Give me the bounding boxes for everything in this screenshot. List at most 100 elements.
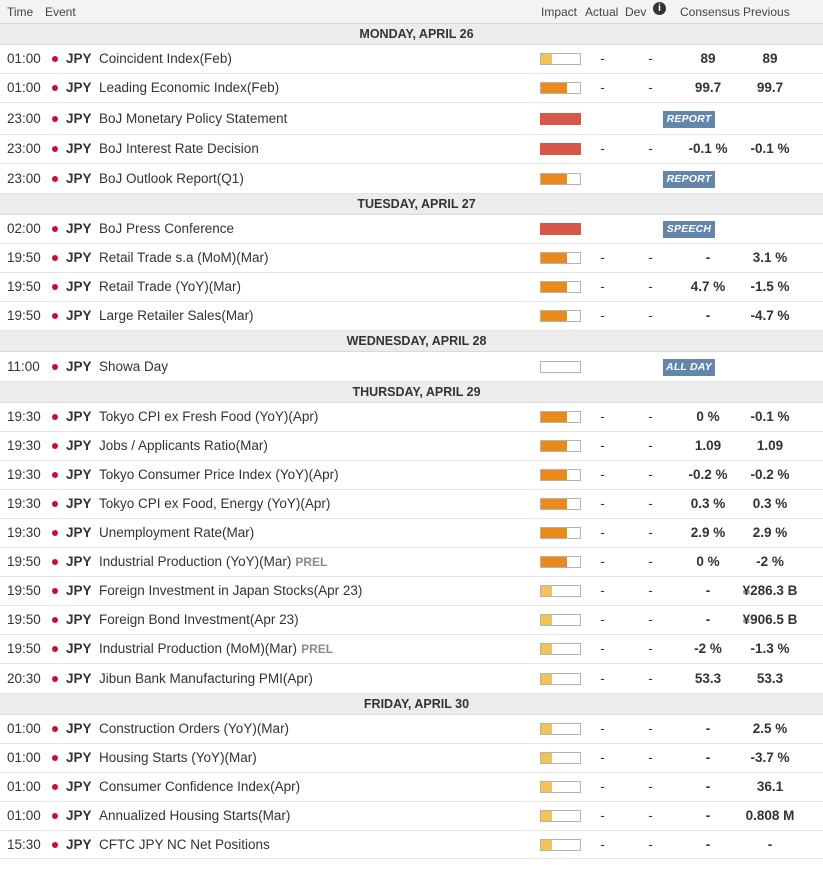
event-name[interactable]: BoJ Outlook Report(Q1) [99,171,244,186]
event-name-text[interactable]: Coincident Index(Feb) [99,51,232,66]
event-type-badge[interactable]: REPORT [663,171,715,188]
event-name[interactable]: Industrial Production (MoM)(Mar) PREL [99,641,333,656]
event-row[interactable]: 23:00 JPY BoJ Outlook Report(Q1) REPORT [0,164,823,194]
event-row[interactable]: 19:50 JPY Retail Trade (YoY)(Mar) - - 4.7 % -1… [0,273,823,302]
event-row[interactable]: 19:50 JPY Industrial Production (YoY)(Mar)… [0,548,823,577]
event-type-badge[interactable]: ALL DAY [663,359,715,376]
event-name[interactable]: CFTC JPY NC Net Positions [99,837,270,852]
event-row[interactable]: 19:50 JPY Large Retailer Sales(Mar) - - - -4.7… [0,302,823,331]
event-name[interactable]: Tokyo Consumer Price Index (YoY)(Apr) [99,467,339,482]
event-name[interactable]: BoJ Press Conference [99,221,234,236]
event-row[interactable]: 23:00 JPY BoJ Monetary Policy Statement REP… [0,103,823,135]
event-name-text[interactable]: Retail Trade s.a (MoM)(Mar) [99,250,269,265]
info-icon[interactable]: i [653,2,666,15]
event-name[interactable]: Large Retailer Sales(Mar) [99,308,254,323]
header-impact[interactable]: Impact [541,5,578,19]
event-row[interactable]: 01:00 JPY Consumer Confidence Index(Apr) - -… [0,773,823,802]
event-name-text[interactable]: Tokyo Consumer Price Index (YoY)(Apr) [99,467,339,482]
event-row[interactable]: 19:50 JPY Retail Trade s.a (MoM)(Mar) - - - 3.… [0,244,823,273]
event-name[interactable]: BoJ Interest Rate Decision [99,141,259,156]
event-row[interactable]: 19:50 JPY Industrial Production (MoM)(Mar)… [0,635,823,664]
event-name[interactable]: Consumer Confidence Index(Apr) [99,779,300,794]
event-name-text[interactable]: Consumer Confidence Index(Apr) [99,779,301,794]
event-name[interactable]: Industrial Production (YoY)(Mar) PREL [99,554,327,569]
impact-bar [540,781,581,793]
event-name-text[interactable]: Industrial Production (MoM)(Mar) [99,641,298,656]
event-row[interactable]: 02:00 JPY BoJ Press Conference SPEECH [0,215,823,244]
event-row[interactable]: 01:00 JPY Construction Orders (YoY)(Mar) - -… [0,715,823,744]
event-name-text[interactable]: Unemployment Rate(Mar) [99,525,255,540]
event-currency: JPY [66,779,92,794]
event-name-text[interactable]: Foreign Investment in Japan Stocks(Apr 2… [99,583,363,598]
event-name[interactable]: Foreign Bond Investment(Apr 23) [99,612,299,627]
event-row[interactable]: 23:00 JPY BoJ Interest Rate Decision - - -0.1… [0,135,823,164]
impact-bar [540,673,581,685]
header-consensus[interactable]: Consensus [680,5,741,19]
event-name-text[interactable]: Annualized Housing Starts(Mar) [99,808,291,823]
event-name[interactable]: Coincident Index(Feb) [99,51,232,66]
event-dev: - [648,141,653,156]
event-name-text[interactable]: BoJ Monetary Policy Statement [99,111,288,126]
event-name[interactable]: Jobs / Applicants Ratio(Mar) [99,438,268,453]
japan-flag-icon [52,501,58,507]
event-row[interactable]: 19:30 JPY Tokyo CPI ex Food, Energy (YoY)(… [0,490,823,519]
event-name-text[interactable]: Industrial Production (YoY)(Mar) [99,554,292,569]
event-name-text[interactable]: Showa Day [99,359,169,374]
event-row[interactable]: 19:30 JPY Jobs / Applicants Ratio(Mar) - - 1.… [0,432,823,461]
event-previous: ¥906.5 B [742,612,798,627]
event-time: 19:30 [7,409,41,424]
event-name-text[interactable]: Tokyo CPI ex Fresh Food (YoY)(Apr) [99,409,319,424]
header-time[interactable]: Time [7,5,34,19]
japan-flag-icon [52,617,58,623]
event-row[interactable]: 20:30 JPY Jibun Bank Manufacturing PMI(Apr… [0,664,823,694]
header-previous[interactable]: Previous [743,5,790,19]
event-name[interactable]: Foreign Investment in Japan Stocks(Apr 2… [99,583,362,598]
event-row[interactable]: 19:50 JPY Foreign Investment in Japan Stoc… [0,577,823,606]
event-row[interactable]: 19:30 JPY Tokyo CPI ex Fresh Food (YoY)(Ap… [0,403,823,432]
event-previous: 36.1 [756,779,784,794]
event-name-text[interactable]: BoJ Outlook Report(Q1) [99,171,244,186]
event-row[interactable]: 01:00 JPY Annualized Housing Starts(Mar) - -… [0,802,823,831]
event-name-text[interactable]: Foreign Bond Investment(Apr 23) [99,612,299,627]
event-name[interactable]: Unemployment Rate(Mar) [99,525,254,540]
event-row[interactable]: 19:50 JPY Foreign Bond Investment(Apr 23) -… [0,606,823,635]
event-name-text[interactable]: Housing Starts (YoY)(Mar) [99,750,257,765]
event-type-badge[interactable]: REPORT [663,111,715,128]
event-row[interactable]: 01:00 JPY Housing Starts (YoY)(Mar) - - - -3.7… [0,744,823,773]
event-name-text[interactable]: Jibun Bank Manufacturing PMI(Apr) [99,671,313,686]
event-name[interactable]: Tokyo CPI ex Food, Energy (YoY)(Apr) [99,496,330,511]
event-name-text[interactable]: Tokyo CPI ex Food, Energy (YoY)(Apr) [99,496,331,511]
event-row[interactable]: 19:30 JPY Unemployment Rate(Mar) - - 2.9 % 2.9… [0,519,823,548]
event-consensus: 4.7 % [690,279,726,294]
event-row[interactable]: 11:00 JPY Showa Day ALL DAY [0,352,823,382]
event-name[interactable]: Retail Trade s.a (MoM)(Mar) [99,250,269,265]
event-row[interactable]: 01:00 JPY Leading Economic Index(Feb) - - 99.… [0,74,823,103]
event-name[interactable]: Showa Day [99,359,168,374]
event-name-text[interactable]: Large Retailer Sales(Mar) [99,308,254,323]
event-name-text[interactable]: BoJ Interest Rate Decision [99,141,259,156]
event-name[interactable]: Tokyo CPI ex Fresh Food (YoY)(Apr) [99,409,318,424]
header-actual[interactable]: Actual [585,5,619,19]
event-name-text[interactable]: BoJ Press Conference [99,221,235,236]
event-name[interactable]: Construction Orders (YoY)(Mar) [99,721,289,736]
event-actual: - [600,671,605,686]
event-name-text[interactable]: Construction Orders (YoY)(Mar) [99,721,290,736]
event-name-text[interactable]: Jobs / Applicants Ratio(Mar) [99,438,268,453]
event-name-text[interactable]: CFTC JPY NC Net Positions [99,837,270,852]
event-name[interactable]: BoJ Monetary Policy Statement [99,111,287,126]
event-row[interactable]: 19:30 JPY Tokyo Consumer Price Index (YoY)… [0,461,823,490]
header-event[interactable]: Event [45,5,76,19]
event-name[interactable]: Leading Economic Index(Feb) [99,80,279,95]
header-dev[interactable]: Dev [625,5,647,19]
event-name[interactable]: Annualized Housing Starts(Mar) [99,808,290,823]
event-name-text[interactable]: Leading Economic Index(Feb) [99,80,280,95]
event-row[interactable]: 01:00 JPY Coincident Index(Feb) - - 89 89 [0,45,823,74]
event-name[interactable]: Jibun Bank Manufacturing PMI(Apr) [99,671,313,686]
impact-bar [540,223,581,235]
event-name[interactable]: Housing Starts (YoY)(Mar) [99,750,257,765]
event-name[interactable]: Retail Trade (YoY)(Mar) [99,279,241,294]
event-row[interactable]: 15:30 JPY CFTC JPY NC Net Positions - - - - [0,831,823,859]
event-currency: JPY [66,279,92,294]
event-name-text[interactable]: Retail Trade (YoY)(Mar) [99,279,242,294]
event-type-badge[interactable]: SPEECH [663,221,715,238]
